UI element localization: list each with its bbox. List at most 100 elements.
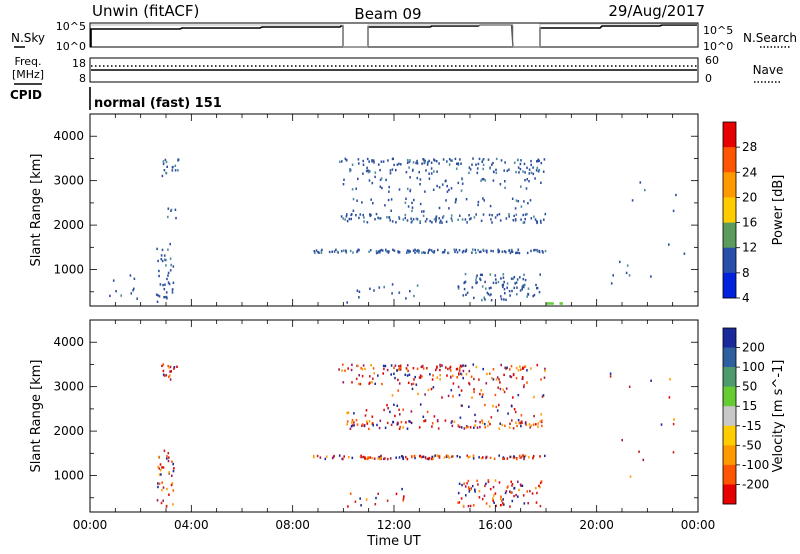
echo-point: [480, 389, 482, 392]
echo-point: [477, 483, 479, 486]
echo-point: [411, 169, 414, 172]
echo-point: [494, 492, 497, 495]
echo-point: [401, 487, 403, 491]
echo-point: [398, 368, 400, 371]
echo-point: [347, 367, 349, 370]
echo-point: [374, 382, 376, 385]
echo-point: [372, 377, 374, 380]
echo-point: [358, 162, 360, 165]
echo-point: [482, 367, 484, 371]
freq-unit-label: [MHz]: [12, 68, 44, 81]
echo-point: [398, 291, 401, 294]
echo-point: [473, 377, 475, 381]
echo-point: [481, 285, 484, 288]
echo-point: [109, 294, 111, 298]
echo-point: [508, 289, 511, 293]
echo-point: [512, 219, 515, 222]
echo-point: [346, 219, 349, 223]
echo-point: [476, 281, 478, 284]
echo-point: [410, 217, 412, 220]
echo-point: [511, 197, 514, 200]
echo-point: [534, 177, 536, 180]
echo-point: [527, 287, 530, 290]
echo-point: [509, 455, 511, 459]
echo-point: [468, 490, 471, 493]
echo-point: [351, 418, 354, 422]
echo-point: [460, 426, 463, 429]
echo-point: [448, 163, 451, 166]
echo-point: [491, 377, 493, 380]
y-tick-label: 1000: [53, 469, 84, 483]
echo-point: [428, 456, 431, 460]
echo-point: [503, 288, 506, 291]
echo-point: [164, 283, 166, 286]
echo-point: [468, 214, 470, 217]
echo-point: [411, 220, 413, 223]
echo-point: [356, 250, 358, 254]
echo-point: [517, 419, 520, 422]
echo-point: [353, 412, 355, 415]
echo-point: [448, 456, 451, 459]
echo-point: [433, 250, 436, 253]
echo-point: [368, 179, 371, 182]
echo-point: [412, 382, 415, 385]
echo-point: [444, 419, 447, 422]
echo-point: [537, 425, 539, 428]
echo-point: [405, 171, 408, 174]
echo-point: [511, 289, 513, 293]
echo-point: [543, 158, 546, 161]
echo-point: [396, 369, 398, 372]
echo-point: [416, 176, 419, 180]
colorbar-tick-label: 4: [742, 291, 750, 305]
echo-point: [537, 422, 539, 425]
echo-point: [518, 171, 520, 174]
echo-point: [546, 302, 548, 305]
echo-point: [445, 455, 448, 458]
echo-point: [469, 426, 472, 429]
echo-point: [459, 455, 461, 459]
echo-point: [430, 249, 433, 252]
echo-point: [498, 250, 501, 253]
echo-point: [503, 457, 505, 460]
echo-point: [423, 420, 425, 423]
echo-point: [342, 363, 344, 366]
echo-point: [439, 219, 442, 222]
echo-point: [165, 295, 168, 299]
echo-point: [452, 395, 454, 398]
echo-point: [449, 367, 451, 370]
velocity-plot-frame: [89, 319, 699, 513]
echo-point: [416, 159, 418, 163]
echo-point: [379, 178, 382, 182]
echo-point: [384, 457, 386, 460]
echo-point: [533, 293, 536, 297]
echo-point: [482, 163, 485, 166]
echo-point: [463, 482, 465, 485]
echo-point: [162, 369, 165, 373]
echo-point: [157, 465, 159, 469]
echo-point: [393, 163, 395, 167]
echo-point: [361, 424, 363, 427]
echo-point: [393, 366, 395, 370]
echo-point: [442, 158, 445, 161]
echo-point: [382, 372, 384, 375]
echo-point: [476, 167, 479, 170]
echo-point: [513, 455, 515, 458]
echo-point: [170, 483, 173, 487]
echo-point: [500, 497, 502, 501]
echo-point: [424, 220, 427, 223]
echo-point: [174, 164, 177, 167]
echo-point: [683, 252, 686, 255]
echo-point: [457, 218, 459, 221]
echo-point: [488, 213, 491, 217]
echo-point: [427, 388, 430, 392]
echo-point: [535, 423, 537, 426]
echo-point: [468, 171, 470, 175]
echo-point: [439, 363, 441, 367]
echo-point: [163, 287, 166, 291]
echo-point: [346, 213, 348, 216]
echo-point: [535, 501, 538, 504]
echo-point: [538, 484, 540, 487]
echo-point: [528, 423, 531, 426]
echo-point: [463, 287, 466, 291]
colorbar-tick-label: 24: [742, 165, 757, 179]
